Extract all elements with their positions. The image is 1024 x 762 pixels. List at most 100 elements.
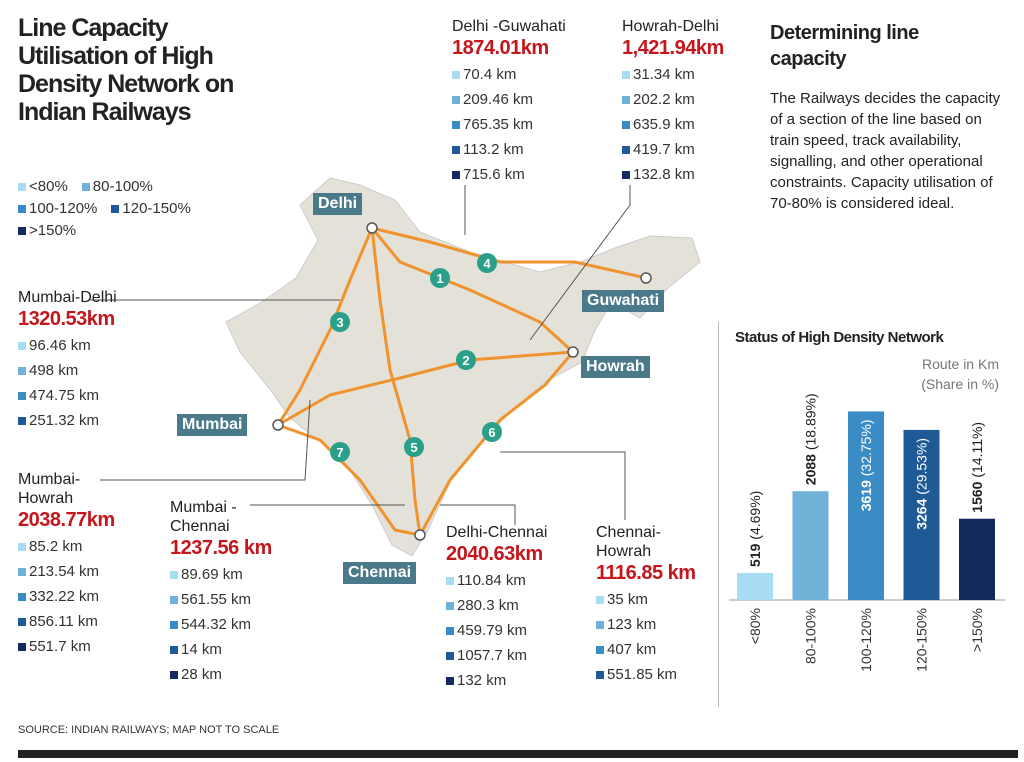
route-segment: 132.8 km xyxy=(622,162,724,187)
route-line xyxy=(371,226,647,280)
legend-item: 80-100% xyxy=(81,176,153,198)
route-segment: 85.2 km xyxy=(18,534,115,559)
route-number-marker xyxy=(456,350,476,370)
segment-swatch xyxy=(18,543,26,552)
segment-swatch xyxy=(170,596,178,605)
segment-value: 31.34 km xyxy=(633,66,695,83)
route-segment: 419.7 km xyxy=(622,137,724,162)
route-block: Mumbai-Delhi 1320.53km 96.46 km 498 km 474.7… xyxy=(18,288,117,433)
route-segment: 202.2 km xyxy=(622,87,724,112)
legend-swatch xyxy=(81,183,90,192)
route-segment: 113.2 km xyxy=(452,137,566,162)
chart-panel: Status of High Density Network Route in K… xyxy=(718,322,1007,707)
route-block: Mumbai- Howrah 2038.77km 85.2 km 213.54 km 3… xyxy=(18,470,115,659)
route-name: Mumbai- Howrah xyxy=(18,471,81,507)
chart-unit-note: Route in Km xyxy=(922,356,999,372)
route-segment: 856.11 km xyxy=(18,609,115,634)
side-heading: Determining line capacity xyxy=(770,22,919,70)
legend-item: 120-150% xyxy=(111,198,191,220)
segment-value: 14 km xyxy=(181,641,222,658)
segment-value: 856.11 km xyxy=(29,613,98,630)
bar xyxy=(737,572,773,600)
route-number-label: 2 xyxy=(462,353,469,368)
city-label-guwahati: Guwahati xyxy=(582,290,665,312)
route-name: Howrah-Delhi xyxy=(622,18,719,35)
route-segment: 213.54 km xyxy=(18,559,115,584)
route-number-label: 1 xyxy=(436,271,443,286)
route-total: 2040.63km xyxy=(446,543,543,565)
route-number-marker xyxy=(430,268,450,288)
route-name: Chennai- Howrah xyxy=(596,524,661,560)
segment-swatch xyxy=(452,96,460,105)
city-marker xyxy=(366,222,378,234)
segment-value: 1057.7 km xyxy=(457,647,528,664)
route-block: Howrah-Delhi 1,421.94km 31.34 km 202.2 km 63… xyxy=(622,17,724,187)
city-label-chennai: Chennai xyxy=(343,562,417,584)
route-segment: 407 km xyxy=(596,637,696,662)
segment-value: 132 km xyxy=(457,672,507,689)
segment-value: 332.22 km xyxy=(29,588,100,605)
segment-value: 251.32 km xyxy=(29,412,100,429)
side-text: The Railways decides the capacity of a s… xyxy=(770,90,1001,212)
bar-data-label: 3619 (32.75%) xyxy=(858,419,874,511)
segment-value: 85.2 km xyxy=(29,538,83,555)
leader-line xyxy=(100,399,311,481)
segment-swatch xyxy=(18,417,26,426)
segment-swatch xyxy=(18,367,26,376)
route-segment: 715.6 km xyxy=(452,162,566,187)
segment-value: 474.75 km xyxy=(29,387,100,404)
segment-value: 132.8 km xyxy=(633,166,695,183)
bar-value: 3619 xyxy=(858,476,874,511)
route-segment: 544.32 km xyxy=(170,612,272,637)
segment-value: 551.85 km xyxy=(607,666,678,683)
route-segment: 14 km xyxy=(170,637,272,662)
segment-swatch xyxy=(596,646,604,655)
route-number-label: 5 xyxy=(410,440,417,455)
segment-value: 459.79 km xyxy=(457,622,528,639)
route-total: 1,421.94km xyxy=(622,37,724,59)
bar xyxy=(903,429,940,600)
legend-label: >150% xyxy=(29,222,77,239)
segment-swatch xyxy=(452,71,460,80)
route-segment: 28 km xyxy=(170,662,272,687)
bar-share: (29.53%) xyxy=(914,438,930,495)
segment-swatch xyxy=(18,392,26,401)
bar-value: 1560 xyxy=(969,478,985,513)
route-name: Delhi -Guwahati xyxy=(452,18,566,35)
route-number-marker xyxy=(482,422,502,442)
route-line xyxy=(277,350,574,427)
legend-label: <80% xyxy=(29,178,68,195)
segment-swatch xyxy=(18,568,26,577)
route-segment: 561.55 km xyxy=(170,587,272,612)
segment-value: 407 km xyxy=(607,641,657,658)
route-number-marker xyxy=(477,253,497,273)
route-name: Mumbai - Chennai xyxy=(170,499,237,535)
route-line xyxy=(276,227,374,426)
route-segment: 551.85 km xyxy=(596,662,696,687)
segment-value: 28 km xyxy=(181,666,222,683)
segment-swatch xyxy=(596,671,604,680)
route-line xyxy=(370,227,575,354)
segment-swatch xyxy=(446,577,454,586)
leader-line xyxy=(500,451,626,520)
route-segment: 459.79 km xyxy=(446,618,547,643)
segment-swatch xyxy=(446,652,454,661)
segment-value: 213.54 km xyxy=(29,563,100,580)
route-total: 2038.77km xyxy=(18,509,115,531)
segment-swatch xyxy=(18,593,26,602)
segment-value: 209.46 km xyxy=(463,91,534,108)
route-total: 1237.56 km xyxy=(170,537,272,559)
route-segment: 635.9 km xyxy=(622,112,724,137)
bar-value: 2088 xyxy=(803,450,819,485)
route-segment: 35 km xyxy=(596,587,696,612)
segment-value: 561.55 km xyxy=(181,591,252,608)
city-label-mumbai: Mumbai xyxy=(177,414,248,436)
chart-unit-note: (Share in %) xyxy=(921,376,999,392)
segment-swatch xyxy=(18,643,26,652)
legend-label: 80-100% xyxy=(92,178,153,195)
legend-swatch xyxy=(18,205,26,214)
route-block: Delhi-Chennai 2040.63km 110.84 km 280.3 km 4… xyxy=(446,523,547,693)
route-number-label: 4 xyxy=(483,256,491,271)
route-segment: 70.4 km xyxy=(452,62,566,87)
